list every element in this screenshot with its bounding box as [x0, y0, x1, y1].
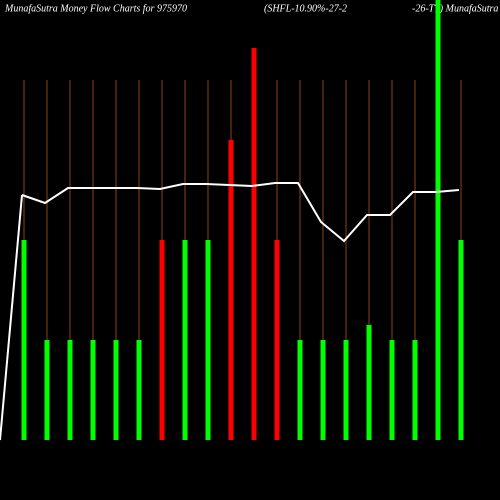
bar — [343, 340, 349, 440]
bar — [44, 340, 50, 440]
bar — [182, 240, 188, 440]
bar — [136, 340, 142, 440]
line-lead — [0, 194, 23, 441]
bar — [274, 240, 280, 440]
bar — [90, 340, 96, 440]
bar — [320, 340, 326, 440]
bar — [159, 240, 165, 440]
chart-subtitle-right: -26-TT) MunafaSutra — [412, 3, 498, 14]
bar — [389, 340, 395, 440]
bar — [228, 140, 234, 440]
bar — [251, 48, 257, 440]
bar — [297, 340, 303, 440]
bar — [435, 0, 441, 440]
bar — [366, 325, 372, 440]
money-flow-line — [21, 182, 460, 243]
chart-subtitle: (SHFL-10.90%-27-2 — [264, 3, 347, 14]
bar — [205, 240, 211, 440]
chart-title: MunafaSutra Money Flow Charts for 975970 — [4, 3, 187, 14]
bar — [113, 340, 119, 440]
bar — [458, 240, 464, 440]
bar — [67, 340, 73, 440]
bar — [412, 340, 418, 440]
bar — [21, 240, 27, 440]
